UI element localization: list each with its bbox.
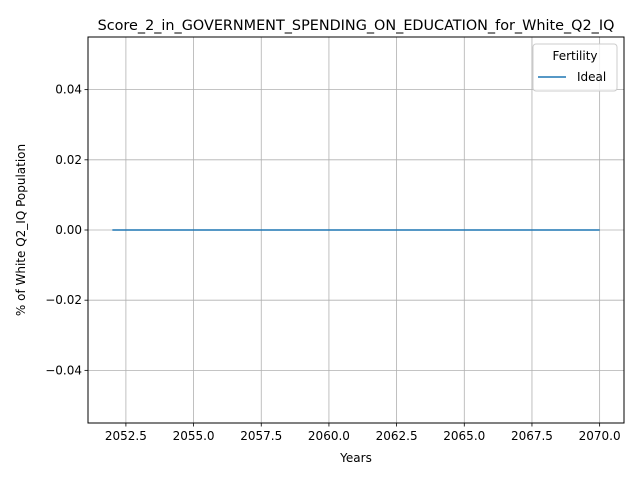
y-axis-ticks: −0.04 −0.02 0.00 0.02 0.04 — [45, 83, 88, 377]
x-tick-label: 2052.5 — [105, 429, 147, 443]
x-tick-label: 2065.0 — [443, 429, 485, 443]
y-axis-title: % of White Q2_IQ Population — [14, 144, 28, 316]
y-tick-label: 0.02 — [55, 153, 82, 167]
chart-title: Score_2_in_GOVERNMENT_SPENDING_ON_EDUCAT… — [98, 18, 615, 34]
x-tick-label: 2060.0 — [308, 429, 350, 443]
y-tick-label: 0.00 — [55, 223, 82, 237]
legend-label-ideal: Ideal — [577, 70, 606, 84]
legend-box — [532, 43, 618, 92]
legend-title: Fertility — [552, 49, 597, 63]
x-tick-label: 2067.5 — [511, 429, 553, 443]
x-tick-label: 2062.5 — [376, 429, 418, 443]
y-tick-label: 0.04 — [55, 83, 82, 97]
y-tick-label: −0.04 — [45, 363, 82, 377]
x-tick-label: 2055.0 — [173, 429, 215, 443]
x-axis-ticks: 2052.5 2055.0 2057.5 2060.0 2062.5 2065.0 2067… — [105, 423, 621, 443]
x-tick-label: 2070.0 — [579, 429, 621, 443]
x-tick-label: 2057.5 — [240, 429, 282, 443]
y-tick-label: −0.02 — [45, 293, 82, 307]
legend: Fertility Ideal — [532, 43, 618, 92]
x-axis-title: Years — [339, 451, 372, 465]
